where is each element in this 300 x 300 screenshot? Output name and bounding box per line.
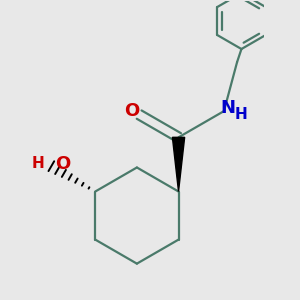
Polygon shape [172, 137, 184, 191]
Text: H: H [234, 107, 247, 122]
Text: H: H [32, 156, 44, 171]
Text: O: O [124, 102, 140, 120]
Text: O: O [55, 154, 70, 172]
Text: N: N [221, 99, 236, 117]
